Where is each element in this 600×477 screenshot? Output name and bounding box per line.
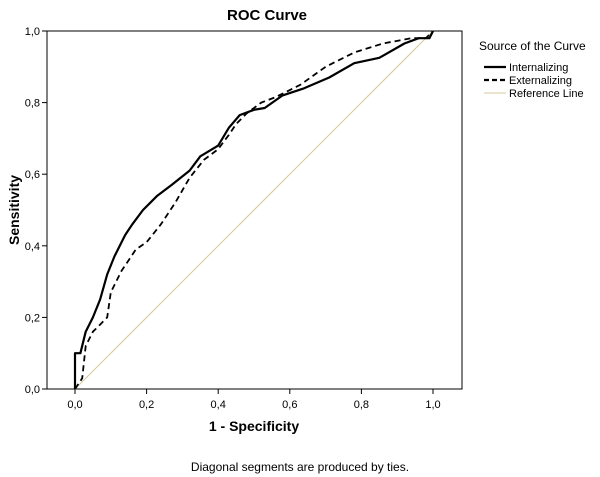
y-tick-label: 0,2 (25, 312, 40, 324)
x-tick-label: 0,2 (139, 399, 154, 411)
x-tick-label: 0,8 (354, 399, 369, 411)
legend: Source of the Curve InternalizingExterna… (479, 39, 586, 100)
y-axis-label: Sensitivity (6, 175, 22, 245)
y-tick-label: 0,0 (25, 384, 40, 396)
legend-label-externalizing: Externalizing (509, 75, 572, 87)
y-tick-label: 0,8 (25, 98, 40, 110)
x-axis: 0,0 0,2 0,4 0,6 0,8 1,0 (67, 389, 441, 411)
plot-frame (46, 30, 463, 390)
y-tick-label: 0,6 (25, 169, 40, 181)
series-layer (73, 30, 434, 390)
chart-footnote: Diagonal segments are produced by ties. (191, 460, 409, 474)
y-tick-label: 0,4 (25, 241, 40, 253)
y-axis: 0,0 0,2 0,4 0,6 0,8 1,0 (25, 26, 47, 396)
x-tick-label: 0,4 (211, 399, 226, 411)
x-tick-label: 0,0 (67, 399, 82, 411)
externalizing-curve (74, 30, 434, 390)
x-tick-label: 1,0 (425, 399, 440, 411)
y-tick-label: 1,0 (25, 26, 40, 38)
legend-label-internalizing: Internalizing (509, 62, 568, 74)
legend-title: Source of the Curve (479, 39, 586, 53)
x-axis-label: 1 - Specificity (209, 418, 299, 434)
x-tick-label: 0,6 (282, 399, 297, 411)
internalizing-curve (73, 30, 434, 389)
reference-line-curve (74, 30, 434, 390)
chart-title: ROC Curve (227, 7, 307, 24)
legend-label-reference-line: Reference Line (509, 88, 584, 100)
